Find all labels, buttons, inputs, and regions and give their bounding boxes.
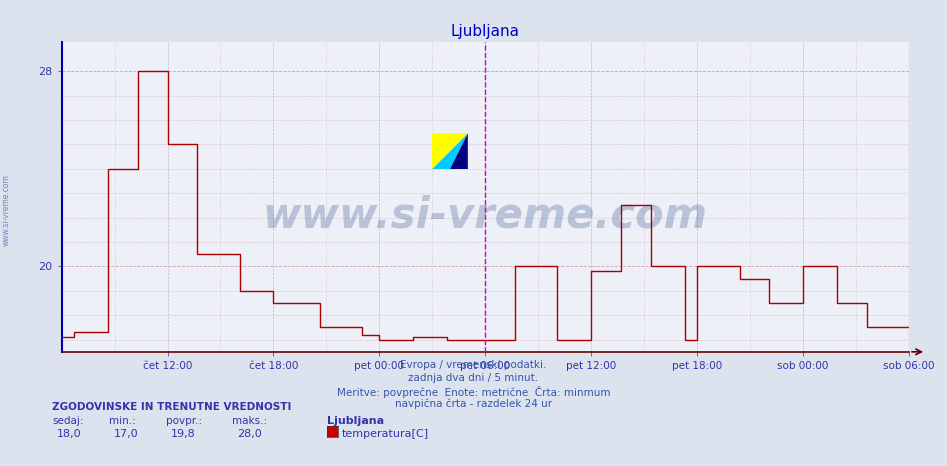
Text: min.:: min.:: [109, 416, 135, 426]
Text: 17,0: 17,0: [114, 429, 138, 439]
Text: navpična črta - razdelek 24 ur: navpična črta - razdelek 24 ur: [395, 399, 552, 410]
Text: temperatura[C]: temperatura[C]: [342, 429, 429, 439]
Text: maks.:: maks.:: [232, 416, 267, 426]
Text: 18,0: 18,0: [57, 429, 81, 439]
Text: 19,8: 19,8: [170, 429, 195, 439]
Text: ZGODOVINSKE IN TRENUTNE VREDNOSTI: ZGODOVINSKE IN TRENUTNE VREDNOSTI: [52, 402, 292, 412]
Text: Ljubljana: Ljubljana: [327, 416, 384, 426]
Text: 28,0: 28,0: [237, 429, 261, 439]
Text: www.si-vreme.com: www.si-vreme.com: [2, 174, 11, 246]
Polygon shape: [450, 133, 468, 170]
Text: www.si-vreme.com: www.si-vreme.com: [263, 194, 707, 236]
Text: zadnja dva dni / 5 minut.: zadnja dva dni / 5 minut.: [408, 373, 539, 383]
Text: Evropa / vremenski podatki.: Evropa / vremenski podatki.: [401, 360, 546, 370]
Polygon shape: [432, 133, 468, 170]
Text: Meritve: povprečne  Enote: metrične  Črta: minmum: Meritve: povprečne Enote: metrične Črta:…: [337, 386, 610, 398]
Text: sedaj:: sedaj:: [52, 416, 83, 426]
Text: povpr.:: povpr.:: [166, 416, 202, 426]
Title: Ljubljana: Ljubljana: [451, 24, 520, 40]
Polygon shape: [432, 133, 468, 170]
